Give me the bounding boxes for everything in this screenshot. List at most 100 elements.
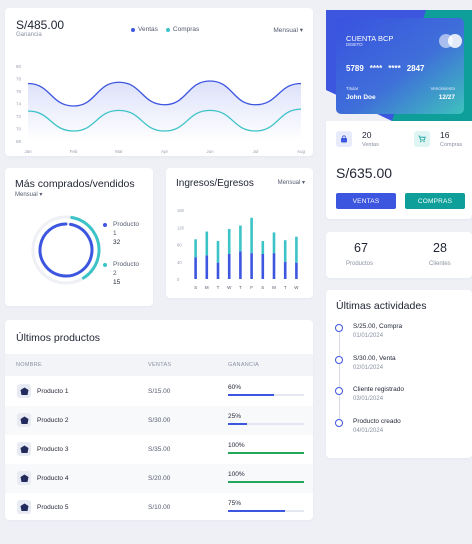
bar-series-2 [216,241,220,263]
product-thumbnail [17,500,31,514]
table-row[interactable]: Producto 4 S/20.00 100% [5,464,313,493]
product-sales: S/15.00 [148,388,171,395]
stats-card: 20 Ventas 16 Compras S/635.00 VENTAS COM… [326,121,472,219]
product-thumbnail [17,442,31,456]
bar-series-1 [205,255,209,279]
ventas-count: 20 [362,130,372,140]
compras-count: 16 [440,130,450,140]
bag-icon [336,131,352,147]
x-tick-label: T [284,285,287,290]
profit-amount: S/485.00 [16,18,65,32]
bar-series-1 [261,253,265,279]
x-tick-label: Mar [115,149,123,154]
product-1-label: Producto 1 [113,221,140,237]
x-tick-label: Jul [253,149,259,154]
y-tick-label: 70 [16,127,22,132]
ventas-button[interactable]: VENTAS [336,193,396,209]
income-title: Ingresos/Egresos [176,178,254,189]
profit-progress-bar [228,423,304,425]
products-count: 67 [354,241,368,255]
total-amount: S/635.00 [336,165,393,181]
product-profit-pct: 60% [228,384,242,391]
timeline-dot [335,419,343,427]
activities-card: Últimas actividades S/25.00, Compra 01/01… [326,290,472,458]
product-profit-pct: 100% [228,471,245,478]
product-2-value: 15 [113,279,121,286]
top-products-title: Más comprados/vendidos [15,178,135,190]
products-count-label: Productos [346,261,374,267]
table-row[interactable]: Producto 1 S/15.00 60% [5,377,313,406]
donut-slice-producto-2 [31,215,101,285]
latest-products-card: Últimos productos NOMBRE VENTAS GANANCIA… [5,320,313,520]
timeline-dot [335,356,343,364]
compras-line [27,108,302,132]
timeline-dot [335,387,343,395]
y-tick-label: 80 [177,243,182,248]
product-name: Producto 5 [37,504,69,511]
x-tick-label: S [261,285,264,290]
top-period-dropdown[interactable]: Mensual ▾ [15,192,43,198]
income-bar-chart: 160 120 80 40 0 S M T W T F S M T W [177,208,299,290]
y-tick-label: 68 [16,139,22,144]
bar-series-1 [250,253,253,279]
product-sales: S/10.00 [148,504,171,511]
bar-series-2 [250,217,253,254]
product-sales: S/35.00 [148,446,171,453]
card-expiry: 12/27 [438,94,455,101]
bar-series-2 [261,241,265,254]
legend-dot [103,263,107,267]
profit-label: Ganancia [16,32,42,38]
activity-title: S/25.00, Compra [353,323,403,330]
bar-series-2 [239,225,242,252]
x-tick-label: W [294,285,299,290]
timeline-dot [335,324,343,332]
header-sales: VENTAS [148,362,172,368]
bar-series-1 [272,253,276,279]
bar-series-1 [283,261,287,279]
table-row[interactable]: Producto 5 S/10.00 75% [5,493,313,522]
y-tick-label: 120 [177,225,185,230]
timeline-line [339,332,340,427]
activity-title: Producto creado [353,418,401,425]
bar-series-2 [194,239,197,258]
card-number: 5789 **** **** 2847 [346,64,425,73]
activity-title: Cliente registrado [353,386,404,393]
x-tick-label: Jun [206,149,214,154]
activity-date: 02/01/2024 [353,365,384,371]
profit-progress-fill [228,510,285,512]
x-tick-label: T [217,285,220,290]
period-dropdown[interactable]: Mensual ▾ [273,27,303,34]
bar-series-1 [295,262,298,279]
bar-series-2 [283,240,287,262]
card-holder: John Doe [346,94,376,101]
table-header: NOMBRE VENTAS GANANCIA [5,354,313,376]
income-expense-card: Ingresos/Egresos Mensual ▾ 160 120 80 40 0 S M… [166,168,313,298]
compras-button[interactable]: COMPRAS [405,193,465,209]
bar-series-1 [194,257,197,279]
cart-icon [414,131,430,147]
x-tick-label: Jan [24,149,32,154]
bar-series-2 [227,228,231,254]
product-sales: S/30.00 [148,417,171,424]
x-tick-label: F [250,285,253,290]
card-type: DEBITO [346,42,363,47]
credit-card-panel: CUENTA BCP DEBITO 5789 **** **** 2847 Titul… [326,10,472,121]
product-sales: S/20.00 [148,475,171,482]
profit-progress-bar [228,394,304,396]
profit-progress-fill [228,394,274,396]
ventas-count-label: Ventas [362,142,379,148]
profit-progress-bar [228,510,304,512]
activity-date: 03/01/2024 [353,396,384,402]
donut-slice-producto-1 [38,222,94,278]
x-tick-label: Feb [70,149,78,154]
product-name: Producto 4 [37,475,69,482]
table-row[interactable]: Producto 2 S/30.00 25% [5,406,313,435]
bar-series-1 [227,253,231,279]
table-row[interactable]: Producto 3 S/35.00 100% [5,435,313,464]
product-thumbnail [17,471,31,485]
clients-count-label: Clientes [429,261,451,267]
product-name: Producto 3 [37,446,69,453]
y-tick-label: 160 [177,208,185,213]
product-thumbnail [17,413,31,427]
income-period-dropdown[interactable]: Mensual ▾ [277,180,305,186]
